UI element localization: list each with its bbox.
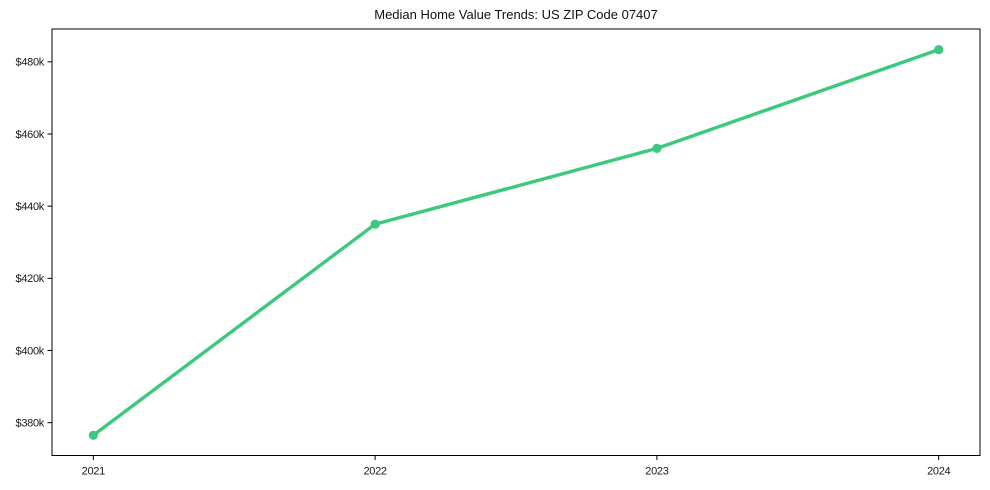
data-point-marker <box>88 430 98 440</box>
y-tick-label: $380k <box>16 417 45 429</box>
y-tick-label: $420k <box>16 273 45 285</box>
series-layer <box>88 45 944 440</box>
y-tick-label: $440k <box>16 201 45 213</box>
y-tick-label: $400k <box>16 345 45 357</box>
data-point-marker <box>370 219 380 229</box>
axes-layer: $380k $400k $420k $440k $460k $480k 2021 2022 20… <box>16 28 981 478</box>
plot-frame <box>51 28 981 456</box>
x-tick-label: 2022 <box>363 466 386 478</box>
x-tick-label: 2024 <box>927 466 950 478</box>
data-point-marker <box>934 45 944 55</box>
x-tick-label: 2023 <box>645 466 668 478</box>
x-tick-label: 2021 <box>82 466 105 478</box>
data-point-marker <box>652 143 662 153</box>
y-tick-label: $480k <box>16 57 45 69</box>
y-tick-label: $460k <box>16 129 45 141</box>
chart-title: Median Home Value Trends: US ZIP Code 07… <box>374 7 658 22</box>
series-line <box>91 47 941 437</box>
